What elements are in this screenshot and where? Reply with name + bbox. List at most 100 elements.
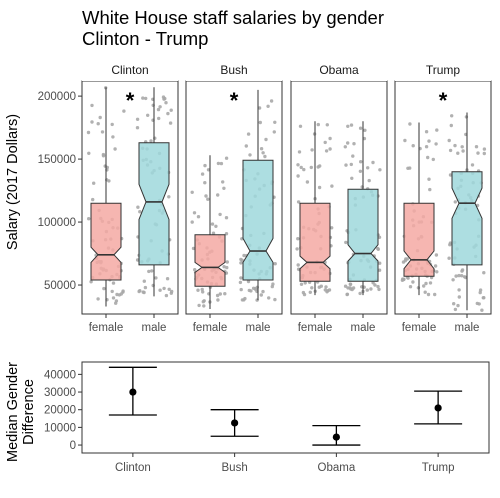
jitter-point [330, 184, 334, 188]
jitter-point [121, 289, 125, 293]
jitter-point [305, 180, 310, 184]
box-female [400, 122, 439, 297]
y-tick-label: 150000 [38, 154, 76, 166]
x-tick-label: male [455, 322, 480, 334]
jitter-point [433, 264, 438, 268]
jitter-point [366, 166, 370, 170]
jitter-point [98, 115, 102, 120]
jitter-point [447, 138, 451, 143]
jitter-point [346, 124, 350, 128]
jitter-point [344, 240, 348, 245]
jitter-point [377, 287, 381, 292]
jitter-point [203, 163, 207, 168]
jitter-point [424, 145, 429, 149]
jitter-point [273, 262, 277, 266]
jitter-point [365, 288, 369, 292]
jitter-point [345, 292, 349, 297]
jitter-point [316, 122, 320, 127]
jitter-point [96, 297, 100, 301]
jitter-point [216, 193, 220, 197]
jitter-point [377, 268, 382, 272]
jitter-point [215, 293, 220, 298]
notched-box [347, 188, 379, 282]
notched-box [299, 202, 331, 282]
jitter-point [111, 135, 115, 139]
jitter-point [448, 148, 453, 153]
jitter-point [202, 304, 206, 308]
jitter-point [90, 103, 94, 108]
jitter-point [297, 150, 302, 154]
jitter-point [216, 298, 220, 302]
jitter-point [352, 142, 356, 146]
jitter-point [378, 261, 382, 265]
jitter-point [376, 247, 380, 251]
jitter-point [246, 279, 251, 284]
panel-strip [395, 58, 491, 81]
jitter-point [201, 300, 205, 304]
jitter-point [272, 130, 276, 134]
estimate-point [434, 404, 442, 412]
panel-trump: Trump * female male [394, 58, 492, 334]
jitter-point [111, 281, 116, 285]
jitter-point [110, 122, 114, 127]
jitter-point [90, 120, 94, 124]
jitter-point [222, 186, 226, 190]
jitter-point [474, 145, 479, 149]
jitter-point [309, 165, 313, 170]
jitter-point [457, 273, 461, 278]
jitter-point [141, 290, 145, 294]
jitter-point [211, 231, 216, 235]
boxplot-panels: 50000 100000 150000 200000 Clinton * female mal… [38, 58, 492, 334]
jitter-point [318, 164, 322, 168]
jitter-point [400, 278, 405, 282]
estimate-point [129, 388, 137, 396]
jitter-point [350, 176, 354, 180]
jitter-point [167, 195, 171, 199]
jitter-point [164, 101, 168, 105]
errorbar-clinton: Clinton [108, 366, 157, 474]
jitter-point [222, 265, 226, 269]
jitter-point [96, 122, 100, 126]
jitter-point [464, 115, 469, 119]
jitter-point [435, 270, 439, 274]
x-tick-label: Bush [222, 462, 248, 474]
x-tick-label: male [246, 322, 271, 334]
jitter-point [135, 117, 140, 122]
box-female [295, 121, 334, 297]
jitter-point [168, 121, 173, 125]
jitter-point [122, 109, 126, 113]
jitter-point [324, 285, 328, 289]
jitter-point [87, 151, 91, 155]
panel-strip-label: Bush [220, 63, 247, 77]
jitter-point [475, 301, 479, 306]
jitter-point [239, 261, 243, 265]
jitter-point [478, 288, 483, 292]
jitter-point [328, 136, 332, 141]
jitter-point [225, 260, 229, 264]
x-tick-label: female [298, 322, 333, 334]
jitter-point [411, 280, 415, 284]
notched-box [194, 234, 226, 287]
jitter-point [87, 217, 91, 221]
jitter-point [191, 246, 196, 251]
jitter-point [111, 296, 116, 300]
jitter-point [371, 160, 375, 165]
jitter-point [204, 194, 208, 198]
jitter-point [427, 139, 431, 143]
jitter-point [401, 260, 406, 264]
notched-box [242, 159, 274, 281]
jitter-point [91, 197, 95, 202]
x-tick-label: Trump [422, 462, 455, 474]
jitter-point [156, 107, 161, 112]
jitter-point [319, 284, 323, 288]
jitter-point [141, 96, 145, 100]
jitter-point [296, 174, 300, 178]
jitter-point [359, 160, 363, 164]
jitter-point [317, 185, 322, 190]
jitter-point [224, 271, 229, 275]
jitter-point [146, 113, 150, 118]
jitter-point [203, 181, 207, 185]
estimate-point [231, 419, 239, 427]
notched-box [451, 171, 483, 266]
jitter-point [166, 111, 170, 116]
